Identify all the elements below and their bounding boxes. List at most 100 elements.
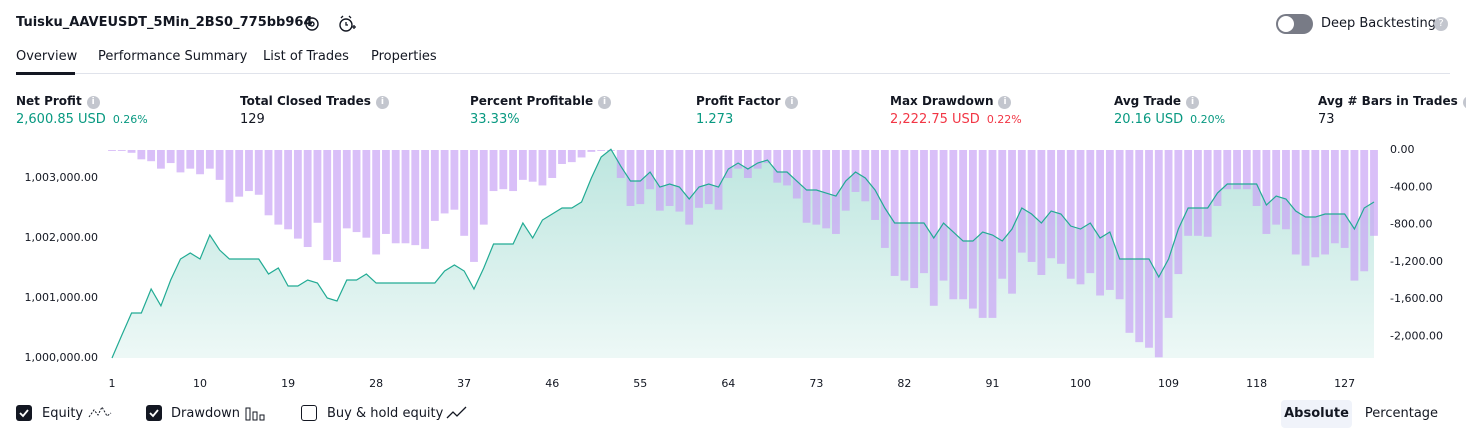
y2-tick-label: -400.00 [1390, 180, 1432, 193]
info-icon[interactable]: i [375, 96, 389, 109]
y2-tick-label: -800.00 [1390, 218, 1432, 231]
metric-value: 33.33% [470, 112, 520, 127]
drawdown-bar [479, 150, 488, 225]
drawdown-bar [695, 150, 703, 208]
drawdown-bar [577, 150, 586, 158]
drawdown-bar [430, 150, 439, 221]
alert-icon[interactable] [337, 14, 357, 34]
drawdown-bar [968, 150, 977, 309]
drawdown-bar [205, 150, 214, 169]
tab[interactable]: Properties [371, 49, 437, 64]
info-icon[interactable]: i [1462, 96, 1466, 109]
drawdown-bar [538, 150, 547, 186]
drawdown-bar [959, 150, 968, 300]
x-tick-label: 64 [721, 377, 735, 390]
tab-separator [16, 73, 1450, 74]
drawdown-bar [920, 150, 928, 274]
drawdown-bar [528, 150, 537, 182]
checkbox[interactable] [146, 405, 162, 421]
settings-icon[interactable] [303, 15, 321, 33]
drawdown-bar [489, 150, 498, 192]
drawdown-bar [704, 150, 713, 205]
drawdown-bar [499, 150, 508, 190]
drawdown-bar [264, 150, 273, 216]
metric-value: 1.273 [696, 112, 733, 127]
x-tick-label: 19 [281, 377, 295, 390]
drawdown-bar [176, 150, 185, 173]
mode-button[interactable]: Absolute [1281, 400, 1352, 428]
checkbox[interactable] [16, 405, 32, 421]
drawdown-bar [460, 150, 469, 236]
metric-percent: 0.20% [1190, 113, 1226, 126]
drawdown-bar [1115, 150, 1124, 300]
drawdown-bar [734, 150, 743, 169]
tab[interactable]: Overview [16, 49, 78, 64]
info-icon[interactable]: i [998, 96, 1012, 109]
help-icon[interactable]: ? [1434, 17, 1448, 31]
drawdown-bar [450, 150, 459, 210]
toggle-label: Deep Backtesting [1321, 16, 1437, 31]
drawdown-bar [646, 150, 654, 190]
metric-number: 1.273 [696, 112, 734, 127]
x-tick-label: 82 [897, 377, 911, 390]
drawdown-bar [1223, 150, 1232, 190]
drawdown-bar [567, 150, 576, 163]
drawdown-bar [929, 150, 938, 306]
tab[interactable]: List of Trades [263, 49, 349, 64]
drawdown-bar [1057, 150, 1065, 264]
metric-number: 73 [1318, 112, 1335, 127]
x-tick-label: 1 [109, 377, 116, 390]
metric-value: 2,222.75 USD 0.22% [890, 112, 1022, 127]
drawdown-bar [880, 150, 889, 248]
info-icon[interactable]: i [1186, 96, 1200, 109]
info-icon[interactable]: i [86, 96, 100, 109]
drawdown-bar [1105, 150, 1114, 290]
metric-label: Percent Profitable i [470, 94, 612, 109]
mode-button[interactable]: Percentage [1364, 406, 1439, 421]
metric-number: 2,222.75 USD [890, 112, 980, 127]
drawdown-bar [342, 150, 351, 229]
drawdown-bar [1311, 150, 1320, 258]
drawdown-bar [1066, 150, 1075, 279]
toggle-switch[interactable] [1276, 14, 1313, 34]
x-tick-label: 46 [545, 377, 559, 390]
metric-number: 2,600.85 USD [16, 112, 106, 127]
active-tab-indicator [16, 72, 75, 75]
drawdown-bar [597, 150, 606, 151]
metric-value: 129 [240, 112, 265, 127]
y2-tick-label: -1,200.00 [1390, 255, 1443, 268]
drawdown-bar [215, 150, 224, 180]
drawdown-bar [1291, 150, 1300, 255]
checkbox[interactable] [301, 405, 317, 421]
legend-label: Buy & hold equity [327, 406, 444, 421]
drawdown-bar [362, 150, 371, 238]
drawdown-bar [1008, 150, 1016, 294]
tab[interactable]: Performance Summary [98, 49, 248, 64]
x-tick-label: 28 [369, 377, 383, 390]
x-tick-label: 73 [809, 377, 823, 390]
x-tick-label: 118 [1246, 377, 1267, 390]
info-icon[interactable]: i [785, 96, 799, 109]
drawdown-bar [665, 150, 674, 206]
metric-number: 33.33% [470, 112, 520, 127]
drawdown-bar [861, 150, 870, 202]
equity-icon [88, 405, 112, 418]
drawdown-bar [1330, 150, 1339, 244]
y2-tick-label: -2,000.00 [1390, 330, 1443, 343]
drawdown-bar [939, 150, 948, 281]
drawdown-bar [1174, 150, 1183, 275]
drawdown-bar [988, 150, 997, 318]
drawdown-bar [802, 150, 811, 223]
info-icon[interactable]: i [598, 96, 612, 109]
drawdown-bar [822, 150, 831, 229]
drawdown-bar [509, 150, 518, 192]
x-tick-label: 109 [1158, 377, 1179, 390]
drawdown-bar [137, 150, 146, 160]
drawdown-bar [1193, 150, 1202, 236]
metric-percent: 0.22% [986, 113, 1022, 126]
drawdown-bar [1184, 150, 1193, 236]
metric-label: Net Profit i [16, 94, 100, 109]
drawdown-bar [196, 150, 204, 175]
drawdown-bar [293, 150, 302, 239]
